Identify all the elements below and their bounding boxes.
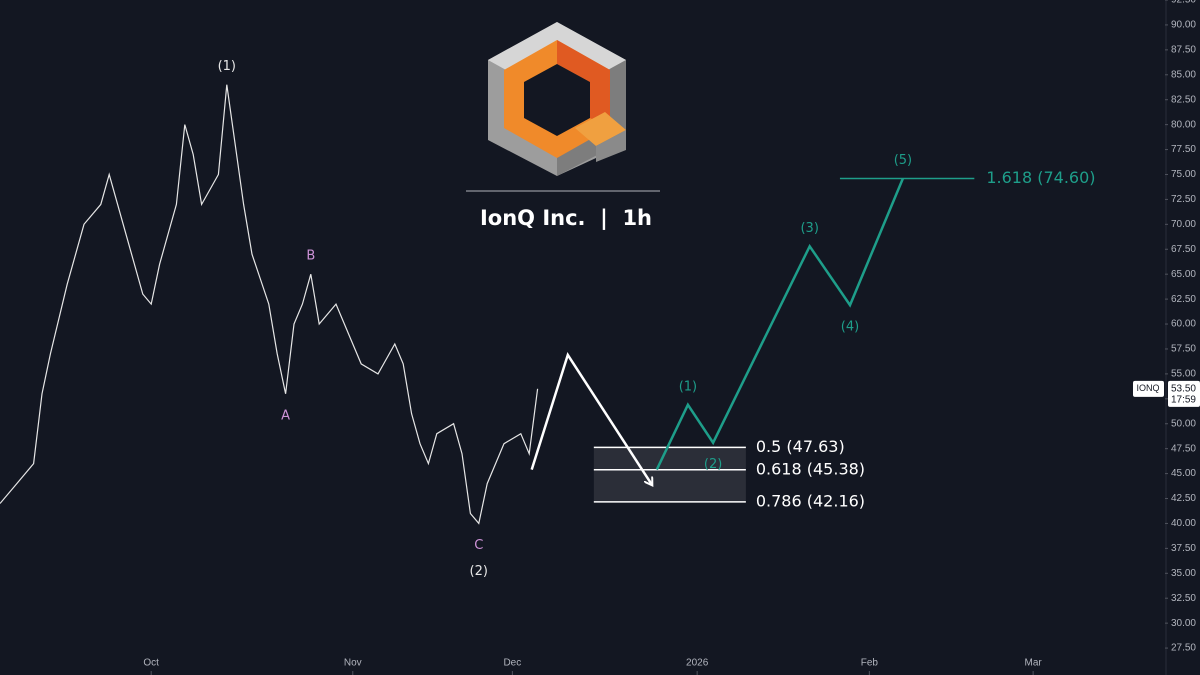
fib-label: 0.786 (42.16) [756,491,865,510]
symbol-box [1133,380,1164,397]
price-line [0,84,539,525]
price-line [530,351,652,485]
wave-label: (1) [218,59,236,74]
wave-label: (2) [470,564,488,579]
y-tick-label: 37.50 [1171,543,1196,554]
y-tick-label: 90.00 [1171,20,1196,31]
y-tick-label: 42.50 [1171,493,1196,504]
chart-title: IonQ Inc. | 1h [480,206,652,231]
y-tick-label: 50.00 [1171,418,1196,429]
y-tick-label: 85.00 [1171,69,1196,80]
wave-label: (3) [800,221,818,236]
y-tick-label: 70.00 [1171,219,1196,230]
price-line [655,178,905,471]
fib-zone [593,447,746,502]
y-tick-label: 35.00 [1171,568,1196,579]
y-tick-label: 92.50 [1171,0,1196,6]
y-tick-label: 77.50 [1171,144,1196,155]
x-tick-label: Feb [861,658,879,669]
wave-label: (1) [679,379,697,394]
logo [488,22,626,176]
y-tick-label: 82.50 [1171,94,1196,105]
y-tick-label: 87.50 [1171,44,1196,55]
y-tick-label: 67.50 [1171,244,1196,255]
y-tick-label: 57.50 [1171,344,1196,355]
wave-label: (4) [841,320,859,335]
wave-label: A [281,408,290,423]
y-tick-label: 65.00 [1171,269,1196,280]
fib-label: 0.5 (47.63) [756,437,845,456]
wave-label: C [474,538,483,553]
symbol: IONQ [1136,383,1159,393]
wave-label: (2) [704,457,722,472]
y-tick-label: 60.00 [1171,319,1196,330]
y-tick-label: 75.00 [1171,169,1196,180]
wave-label: (5) [894,153,912,168]
y-tick-label: 27.50 [1171,643,1196,654]
y-tick-label: 45.00 [1171,468,1196,479]
last-price: 53.50 [1171,383,1196,394]
x-tick-label: Mar [1025,658,1043,669]
y-tick-label: 47.50 [1171,443,1196,454]
y-tick-label: 80.00 [1171,119,1196,130]
x-tick-label: 2026 [686,658,709,669]
x-tick-label: Dec [503,658,521,669]
y-tick-label: 40.00 [1171,518,1196,529]
wave-label: B [306,249,315,264]
last-time: 17:59 [1171,394,1196,405]
y-tick-label: 62.50 [1171,294,1196,305]
fib-label: 0.618 (45.38) [756,459,865,478]
y-tick-label: 32.50 [1171,593,1196,604]
x-tick-label: Oct [143,658,159,669]
last-price-box [1168,380,1200,407]
extension-label: 1.618 (74.60) [986,168,1095,187]
x-tick-label: Nov [344,658,362,669]
y-tick-label: 72.50 [1171,194,1196,205]
y-tick-label: 30.00 [1171,618,1196,629]
y-tick-label: 55.00 [1171,369,1196,380]
